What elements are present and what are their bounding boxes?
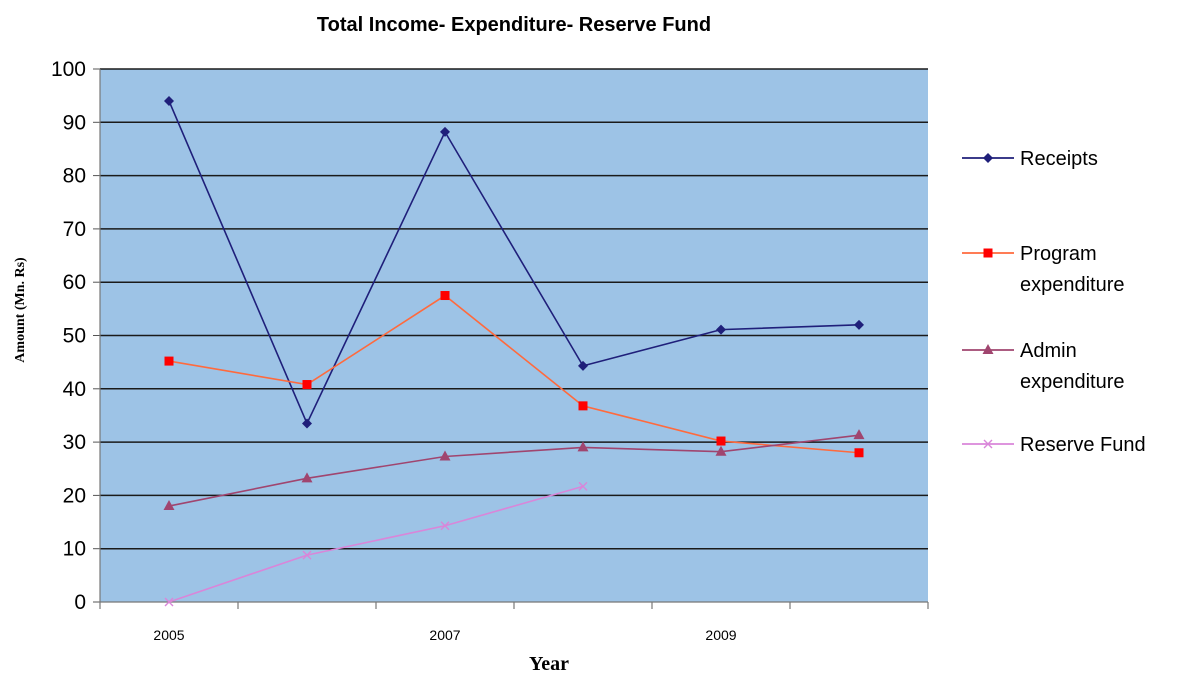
series-line-receipts	[168, 100, 860, 426]
chart-title: Total Income- Expenditure- Reserve Fund	[316, 14, 712, 36]
x-tick-label: 2005	[153, 627, 184, 643]
data-point-reserve-fund	[164, 597, 174, 607]
y-tick-label: 100	[51, 58, 86, 81]
data-point-program-expenditure	[164, 356, 174, 366]
data-point-program-expenditure	[440, 291, 450, 301]
gridlines	[100, 68, 928, 550]
y-tick-label: 10	[63, 538, 86, 561]
data-point-receipts	[302, 418, 312, 429]
data-point-reserve-fund-stroke-b	[578, 481, 588, 491]
data-point-admin-expenditure	[715, 445, 727, 456]
data-point-receipts	[440, 126, 450, 137]
data-point-program-expenditure	[578, 401, 588, 411]
legend-label-reserve-fund: Reserve Fund	[1020, 434, 1146, 456]
data-point-reserve-fund-stroke-b	[164, 597, 174, 607]
data-point-program-expenditure	[854, 448, 864, 458]
series-group	[163, 95, 865, 607]
data-point-admin-expenditure	[163, 500, 175, 511]
legend-label-receipts: Receipts	[1020, 148, 1098, 170]
x-axis-title: Year	[529, 653, 569, 673]
y-tick-label: 70	[63, 218, 86, 241]
legend-marker-reserve-fund-stroke-b	[983, 439, 993, 449]
data-point-receipts	[854, 319, 864, 330]
y-tick-label: 40	[63, 378, 86, 401]
y-tick-label: 50	[63, 325, 86, 348]
y-tick-label: 20	[63, 484, 86, 507]
y-tick-label: 90	[63, 111, 86, 134]
data-point-receipts	[578, 360, 588, 371]
data-point-program-expenditure	[716, 436, 726, 446]
y-tick-label: 80	[63, 165, 86, 188]
data-point-reserve-fund-stroke-b	[302, 550, 312, 560]
x-tick-label: 2007	[429, 627, 460, 643]
y-tick-label: 0	[74, 591, 86, 614]
data-point-reserve-fund-stroke-b	[440, 521, 450, 531]
data-point-admin-expenditure	[439, 450, 451, 461]
legend-marker-receipts	[983, 153, 993, 163]
data-point-admin-expenditure	[853, 429, 865, 440]
data-point-reserve-fund	[302, 550, 312, 560]
axes: 0 10 20 30 40 50 60 70 80 90 100 2005 2007 2009	[51, 58, 929, 643]
data-point-reserve-fund	[578, 481, 588, 491]
data-point-reserve-fund	[440, 521, 450, 531]
legend: Receipts Program expenditure Admin expenditu…	[962, 148, 1146, 456]
data-point-admin-expenditure	[577, 441, 589, 452]
y-tick-label: 30	[63, 431, 86, 454]
data-point-admin-expenditure	[301, 472, 313, 483]
data-point-receipts	[164, 95, 174, 106]
data-point-receipts	[716, 324, 726, 335]
legend-label-program-expenditure: Program	[1020, 243, 1097, 265]
series-line-program-expenditure	[168, 294, 860, 454]
series-line-admin-expenditure	[168, 434, 860, 507]
legend-marker-reserve-fund	[983, 439, 993, 449]
legend-marker-program-expenditure	[983, 248, 993, 258]
legend-label-program-expenditure: expenditure	[1020, 274, 1125, 296]
legend-label-admin-expenditure: expenditure	[1020, 371, 1125, 393]
y-tick-label: 60	[63, 271, 86, 294]
series-line-reserve-fund	[168, 485, 584, 603]
x-tick-label: 2009	[705, 627, 736, 643]
legend-marker-admin-expenditure	[982, 344, 994, 354]
y-axis-title: Amount (Mn. Rs)	[13, 257, 28, 363]
legend-label-admin-expenditure: Admin	[1020, 340, 1077, 362]
data-point-program-expenditure	[302, 380, 312, 390]
